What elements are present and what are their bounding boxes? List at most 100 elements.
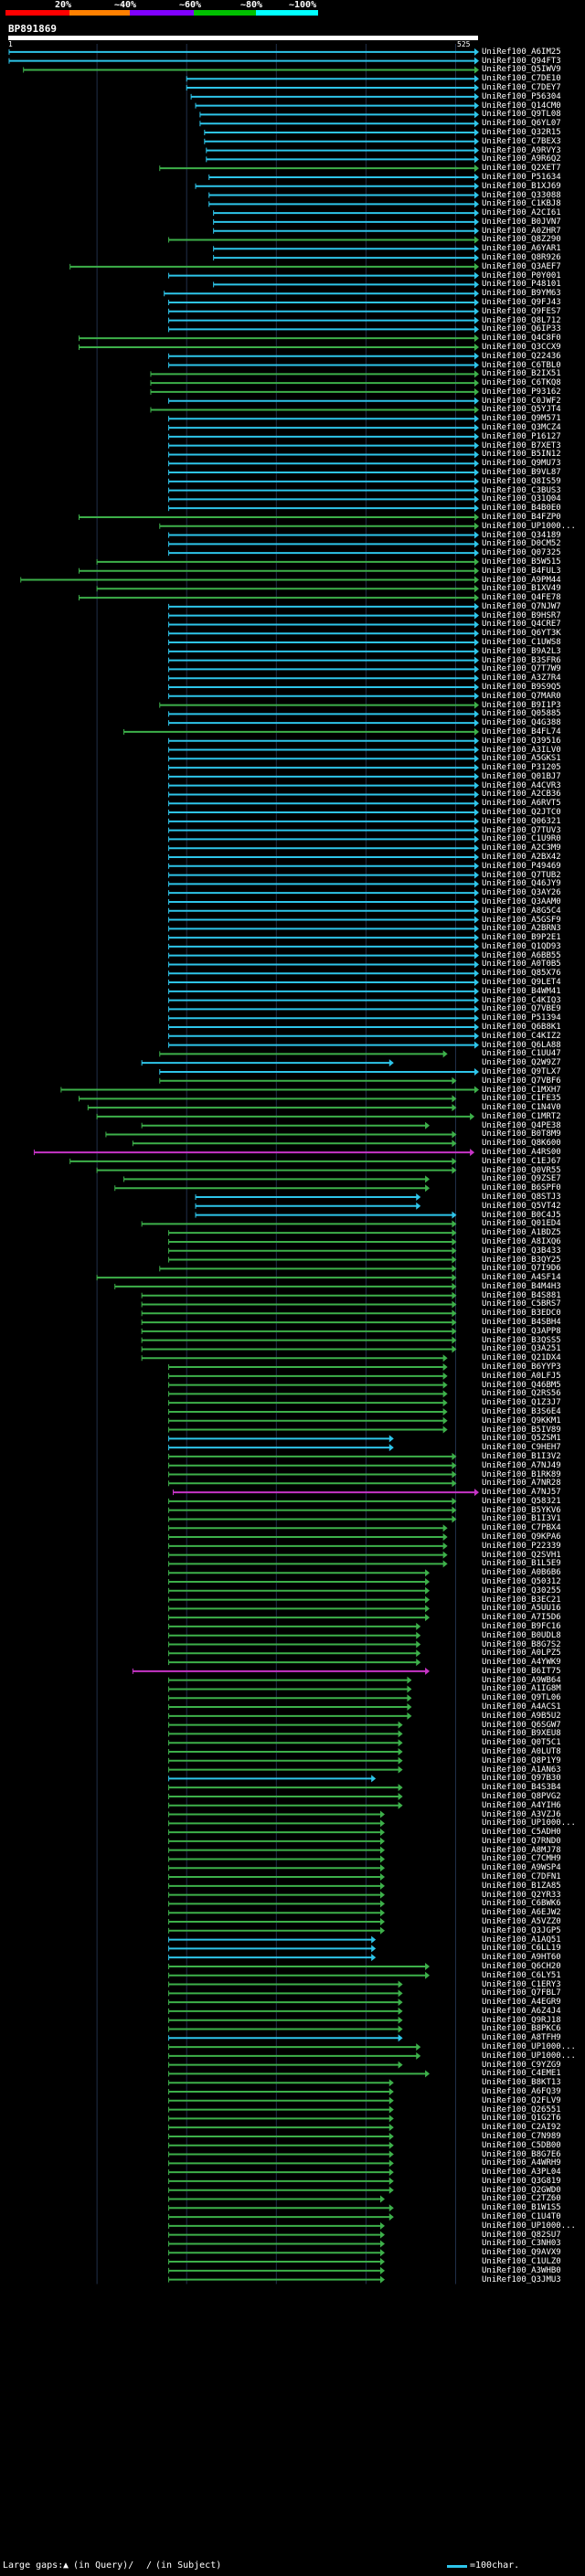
hit-row[interactable] — [195, 1202, 421, 1210]
hit-id-link[interactable]: UniRef100_A0T0B5 — [482, 959, 561, 970]
hit-row[interactable] — [168, 486, 479, 494]
hit-id-link[interactable]: UniRef100_Q3JMU3 — [482, 2274, 561, 2284]
hit-row[interactable] — [168, 611, 479, 620]
hit-id-link[interactable]: UniRef100_Q6LA88 — [482, 1040, 561, 1050]
hit-id-link[interactable]: UniRef100_A1AN63 — [482, 1765, 561, 1775]
hit-row[interactable] — [168, 871, 479, 879]
hit-id-link[interactable]: UniRef100_Q97B30 — [482, 1774, 561, 1784]
hit-row[interactable] — [168, 979, 479, 987]
hit-row[interactable] — [168, 469, 479, 477]
hit-row[interactable] — [168, 1497, 457, 1505]
hit-id-link[interactable]: UniRef100_C5ADH0 — [482, 1828, 561, 1838]
hit-row[interactable] — [168, 424, 479, 432]
hit-row[interactable] — [168, 692, 479, 700]
hit-id-link[interactable]: UniRef100_B9A2L3 — [482, 646, 561, 656]
hit-row[interactable] — [168, 1918, 386, 1926]
hit-id-link[interactable]: UniRef100_Q9LET4 — [482, 978, 561, 988]
hit-id-link[interactable]: UniRef100_Q3B433 — [482, 1246, 561, 1256]
hit-id-link[interactable]: UniRef100_A7NJ57 — [482, 1488, 561, 1498]
hit-id-link[interactable]: UniRef100_UP1000... — [482, 2042, 576, 2052]
hit-id-link[interactable]: UniRef100_Q4PE38 — [482, 1120, 561, 1130]
hit-row[interactable] — [168, 1873, 386, 1882]
hit-id-link[interactable]: UniRef100_B8KT13 — [482, 2078, 561, 2088]
hit-row[interactable] — [168, 1435, 394, 1443]
hit-id-link[interactable]: UniRef100_C4EME1 — [482, 2069, 561, 2079]
hit-row[interactable] — [168, 1407, 448, 1415]
hit-row[interactable] — [168, 1703, 412, 1712]
hit-row[interactable] — [168, 1524, 448, 1532]
hit-id-link[interactable]: UniRef100_Q4FE78 — [482, 593, 561, 603]
hit-id-link[interactable]: UniRef100_C1U9R0 — [482, 834, 561, 844]
hit-id-link[interactable]: UniRef100_B9XEU8 — [482, 1729, 561, 1739]
hit-row[interactable] — [114, 1282, 457, 1290]
hit-row[interactable] — [168, 397, 479, 405]
hit-id-link[interactable]: UniRef100_Q9TLX7 — [482, 1066, 561, 1076]
hit-id-link[interactable]: UniRef100_Q0T5C1 — [482, 1738, 561, 1748]
hit-row[interactable] — [168, 1685, 412, 1693]
hit-id-link[interactable]: UniRef100_B0T8M9 — [482, 1129, 561, 1140]
hit-id-link[interactable]: UniRef100_P51634 — [482, 172, 561, 182]
hit-id-link[interactable]: UniRef100_Q6YT3K — [482, 629, 561, 639]
hit-id-link[interactable]: UniRef100_Q46BM5 — [482, 1380, 561, 1390]
hit-row[interactable] — [168, 2124, 394, 2132]
hit-id-link[interactable]: UniRef100_Q6SGW7 — [482, 1720, 561, 1730]
hit-row[interactable] — [172, 1489, 479, 1497]
hit-row[interactable] — [168, 2168, 394, 2177]
hit-id-link[interactable]: UniRef100_B5IV89 — [482, 1425, 561, 1435]
hit-id-link[interactable]: UniRef100_Q8PVG2 — [482, 1791, 561, 1801]
hit-row[interactable] — [168, 1229, 457, 1237]
hit-id-link[interactable]: UniRef100_Q9AVX9 — [482, 2248, 561, 2258]
hit-id-link[interactable]: UniRef100_Q9TL08 — [482, 110, 561, 120]
hit-id-link[interactable]: UniRef100_C7DEY7 — [482, 83, 561, 93]
hit-row[interactable] — [168, 271, 479, 280]
hit-id-link[interactable]: UniRef100_C9YZG9 — [482, 2060, 561, 2070]
hit-row[interactable] — [150, 406, 479, 414]
hit-row[interactable] — [168, 2258, 386, 2266]
hit-row[interactable] — [168, 2016, 403, 2024]
hit-id-link[interactable]: UniRef100_D0CM52 — [482, 539, 561, 549]
hit-row[interactable] — [168, 2115, 394, 2123]
hit-row[interactable] — [78, 567, 479, 575]
hit-id-link[interactable]: UniRef100_Q07325 — [482, 548, 561, 558]
hit-row[interactable] — [168, 2177, 394, 2185]
hit-row[interactable] — [168, 925, 479, 933]
hit-id-link[interactable]: UniRef100_Q34189 — [482, 530, 561, 540]
hit-id-link[interactable]: UniRef100_C1U4T0 — [482, 2212, 561, 2222]
hit-id-link[interactable]: UniRef100_Q58321 — [482, 1496, 561, 1506]
hit-id-link[interactable]: UniRef100_A8TFH9 — [482, 2033, 561, 2043]
hit-id-link[interactable]: UniRef100_A2BX42 — [482, 852, 561, 862]
hit-row[interactable] — [168, 800, 479, 808]
hit-row[interactable] — [168, 665, 479, 673]
hit-id-link[interactable]: UniRef100_Q6CH20 — [482, 1961, 561, 1971]
hit-row[interactable] — [8, 57, 479, 65]
hit-row[interactable] — [78, 594, 479, 602]
hit-id-link[interactable]: UniRef100_A7NJ49 — [482, 1460, 561, 1470]
hit-id-link[interactable]: UniRef100_C4KIZ2 — [482, 1031, 561, 1041]
hit-row[interactable] — [168, 710, 479, 718]
hit-row[interactable] — [168, 1756, 403, 1765]
hit-id-link[interactable]: UniRef100_A9B5U2 — [482, 1711, 561, 1721]
hit-row[interactable] — [159, 701, 479, 709]
hit-id-link[interactable]: UniRef100_B4FL74 — [482, 726, 561, 737]
hit-row[interactable] — [150, 370, 479, 378]
hit-id-link[interactable]: UniRef100_B4FZP0 — [482, 512, 561, 522]
hit-id-link[interactable]: UniRef100_Q3JGP5 — [482, 1925, 561, 1935]
hit-row[interactable] — [168, 1577, 431, 1585]
hit-id-link[interactable]: UniRef100_A2CB36 — [482, 790, 561, 800]
hit-id-link[interactable]: UniRef100_Q8P1Y9 — [482, 1755, 561, 1765]
hit-row[interactable] — [114, 1184, 431, 1193]
hit-row[interactable] — [168, 1372, 448, 1380]
hit-id-link[interactable]: UniRef100_B3EDC0 — [482, 1309, 561, 1319]
hit-row[interactable] — [168, 316, 479, 324]
hit-row[interactable] — [168, 1792, 403, 1800]
hit-row[interactable] — [60, 1086, 479, 1094]
hit-id-link[interactable]: UniRef100_Q85X76 — [482, 969, 561, 979]
hit-id-link[interactable]: UniRef100_A4EGR9 — [482, 1998, 561, 2008]
hit-row[interactable] — [96, 1112, 475, 1120]
hit-id-link[interactable]: UniRef100_A0ZHR7 — [482, 226, 561, 236]
hit-row[interactable] — [168, 549, 479, 557]
hit-id-link[interactable]: UniRef100_C6LL19 — [482, 1944, 561, 1954]
hit-id-link[interactable]: UniRef100_Q9MU73 — [482, 459, 561, 469]
hit-id-link[interactable]: UniRef100_Q3APP8 — [482, 1326, 561, 1336]
hit-id-link[interactable]: UniRef100_C7N989 — [482, 2131, 561, 2141]
